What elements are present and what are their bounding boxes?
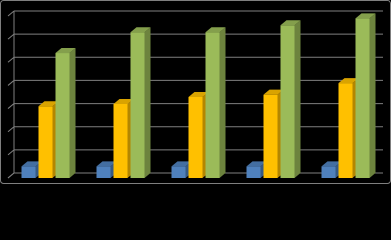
bar-side	[294, 20, 301, 179]
bar-top	[321, 161, 342, 167]
grid-line	[7, 56, 15, 63]
bar-top	[188, 92, 209, 97]
chart	[0, 0, 391, 184]
bar-front	[96, 166, 111, 178]
bar-front	[246, 166, 261, 178]
bar	[280, 20, 301, 179]
bar-top	[338, 78, 359, 84]
bar-side	[369, 13, 376, 178]
bar-front	[280, 25, 295, 179]
bar-top	[263, 89, 284, 95]
bar-top	[246, 161, 267, 167]
bar-top	[96, 161, 117, 167]
bar-top	[280, 20, 301, 26]
grid-line	[7, 80, 15, 86]
bar-side	[219, 27, 226, 179]
bar-top	[171, 161, 192, 167]
bar	[355, 13, 376, 178]
bar-front	[321, 166, 336, 178]
bar-top	[38, 101, 59, 107]
bar-top	[130, 27, 151, 33]
bar-front	[171, 166, 186, 178]
grid-line	[7, 126, 15, 133]
grid-line	[7, 33, 15, 40]
bar-front	[113, 103, 128, 178]
bar-front	[130, 32, 145, 179]
bar-side	[144, 27, 151, 179]
bar	[130, 27, 151, 179]
bar-front	[205, 32, 220, 179]
bar-front	[188, 97, 203, 178]
grid-line	[7, 172, 15, 179]
bar-top	[113, 98, 134, 104]
grid-line	[7, 149, 15, 156]
grid-line	[7, 103, 15, 109]
bar-side	[69, 48, 76, 179]
bar-front	[355, 18, 370, 178]
bar-front	[263, 94, 278, 178]
bar	[205, 27, 226, 179]
bar-top	[205, 27, 226, 33]
grid-line	[7, 10, 15, 17]
bar-front	[21, 166, 36, 178]
bar	[55, 48, 76, 179]
bar-top	[21, 161, 42, 167]
bar-front	[38, 106, 53, 178]
bar-front	[338, 83, 353, 178]
bar-top	[55, 48, 76, 54]
bar-top	[355, 13, 376, 19]
bar-front	[55, 53, 70, 178]
